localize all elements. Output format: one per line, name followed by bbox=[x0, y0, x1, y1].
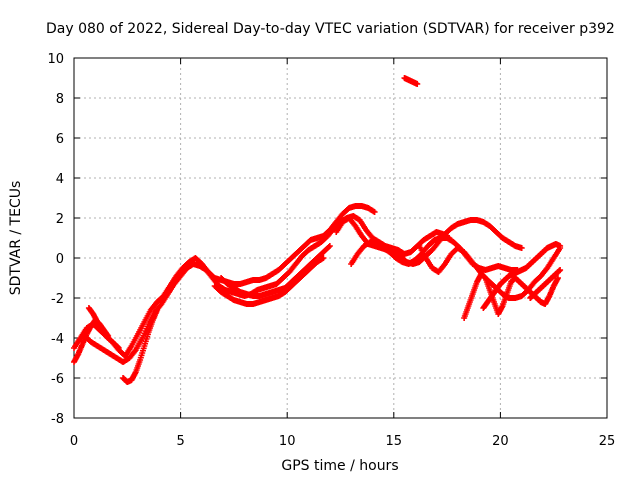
data-point bbox=[518, 245, 525, 251]
data-point bbox=[557, 243, 564, 249]
x-tick-label-2: 10 bbox=[279, 434, 296, 449]
x-tick-label-5: 25 bbox=[599, 434, 616, 449]
x-axis-ticks: 0 5 10 15 20 25 bbox=[70, 58, 615, 449]
x-axis-label: GPS time / hours bbox=[281, 458, 398, 474]
y-tick-label-5: 2 bbox=[56, 212, 64, 227]
y-tick-label-8: 8 bbox=[56, 92, 64, 107]
y-tick-label-3: -2 bbox=[51, 292, 64, 307]
series-trace-j bbox=[527, 267, 564, 301]
series-trace-b bbox=[81, 213, 453, 365]
data-point bbox=[115, 345, 122, 351]
data-point bbox=[326, 243, 333, 249]
y-tick-label-7: 6 bbox=[56, 132, 64, 147]
plot-frame bbox=[73, 57, 608, 419]
data-point bbox=[154, 307, 161, 313]
y-axis-label: SDTVAR / TECUs bbox=[8, 181, 24, 296]
series-trace-m bbox=[85, 305, 122, 351]
series-trace-i bbox=[480, 241, 564, 311]
y-tick-label-4: 0 bbox=[56, 252, 64, 267]
chart-title: Day 080 of 2022, Sidereal Day-to-day VTE… bbox=[46, 21, 615, 37]
x-tick-label-1: 5 bbox=[176, 434, 184, 449]
data-point bbox=[554, 275, 561, 281]
grid bbox=[74, 58, 607, 418]
series-trace-n bbox=[401, 75, 421, 87]
x-tick-label-0: 0 bbox=[70, 434, 78, 449]
data-point bbox=[371, 209, 378, 215]
series-trace-f bbox=[348, 235, 521, 273]
x-tick-label-3: 15 bbox=[386, 434, 403, 449]
series-trace-d bbox=[218, 243, 333, 299]
series-trace-c bbox=[211, 255, 327, 307]
data-points bbox=[71, 75, 564, 385]
y-tick-label-6: 4 bbox=[56, 172, 64, 187]
y-tick-label-0: -8 bbox=[51, 412, 64, 427]
series-trace-k bbox=[120, 307, 161, 385]
data-point bbox=[557, 267, 564, 273]
y-tick-label-9: 10 bbox=[47, 52, 64, 67]
data-point bbox=[320, 255, 327, 261]
y-tick-label-1: -6 bbox=[51, 372, 64, 387]
data-point bbox=[325, 244, 332, 250]
y-axis-ticks: -8 -6 -4 -2 0 2 4 6 8 10 bbox=[47, 52, 607, 427]
x-tick-label-4: 20 bbox=[492, 434, 509, 449]
y-tick-label-2: -4 bbox=[51, 332, 64, 347]
data-point bbox=[414, 81, 421, 87]
